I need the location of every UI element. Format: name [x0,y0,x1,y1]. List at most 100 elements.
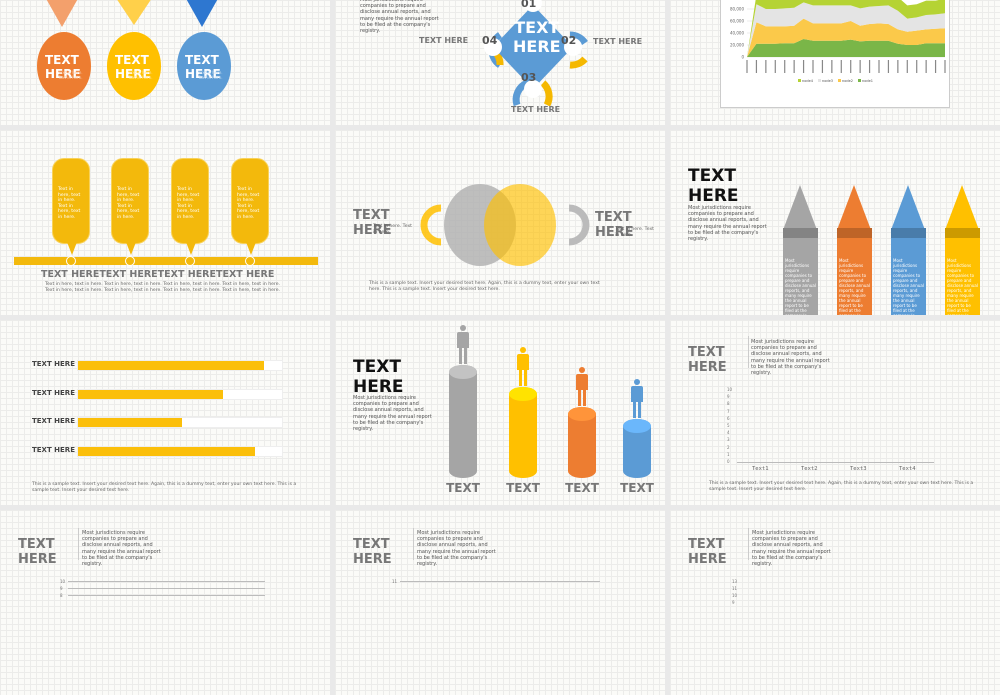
x-tick-label [878,60,880,73]
title: TEXT HERE [18,537,57,567]
x-tick-label [755,60,758,73]
x-tick-label [916,60,918,73]
label-right: TEXT HERE [593,37,643,46]
timeline-bubble: Text in here, text in here. Text in here… [171,158,209,255]
y-tick: 0 [727,459,730,464]
y-tick: 10 [727,387,733,392]
x-category: Text2 [801,466,818,472]
legend-swatch [798,79,801,82]
area-node3 [747,2,945,57]
circle-title-2: TEXT HERE [115,53,151,81]
y-tick: 5 [727,423,730,428]
area-node1 [747,39,945,57]
x-tick-label [765,60,767,73]
arc-03-blue [512,79,529,107]
y-tick: 7 [727,408,730,414]
arc-03-yellow [540,80,553,107]
slide-timeline[interactable]: Text in here, text in here. Text in here… [0,130,330,315]
x-tick-label [746,60,748,73]
x-tick-label [897,60,899,73]
timeline-desc: Text in here, text in here. Text in here… [45,282,281,293]
y-tick: 6 [727,415,730,421]
progress-label: TEXT HERE [32,417,75,425]
circle-text-1: Text in here. Text in here. [58,70,83,80]
y-tick: 11 [732,586,738,591]
slide-row4-3[interactable]: TEXT HERE Most jurisdictions require comp… [670,510,1000,695]
progress-label: TEXT HERE [32,360,75,368]
slide-area-chart[interactable]: 020,00040,00060,00080,000100,000120,000n… [670,0,1000,125]
slide-empty-chart[interactable]: TEXT HERE Most jurisdictions require comp… [670,320,1000,505]
person-icon [515,347,531,387]
y-tick-label: 0 [741,55,744,60]
legend-node1: node1 [862,79,873,83]
legend-node3: node3 [822,79,833,83]
area-chart: 020,00040,00060,00080,000100,000120,000n… [730,0,946,83]
y-tick: 9 [727,394,730,400]
x-tick-label [821,60,824,73]
person-icon [629,378,645,418]
slide-venn[interactable]: TEXT HERE Text in here. Text in here. TEX… [335,130,665,315]
bubble-text: Text in here, text in here. Text in here… [177,187,200,220]
gridline [400,581,600,582]
divider [748,528,749,560]
slide-cylinders[interactable]: TEXT HERE Most jurisdictions require comp… [335,320,665,505]
progress-bar [77,388,283,400]
timeline-dot [66,256,76,266]
timeline-dot [125,256,135,266]
gridline [68,588,265,589]
paragraph: Most jurisdictions require companies to … [353,395,432,433]
pencil-shape: Most jurisdictions require companies to … [891,185,926,315]
x-tick-label [774,60,776,73]
slide-row4-1[interactable]: TEXT HERE Most jurisdictions require comp… [0,510,330,695]
timeline-header-4: TEXT HERE [215,269,275,280]
x-tick-label [850,60,852,73]
yellow-circle [107,32,161,100]
yellow-circle [484,184,556,266]
progress-bar [77,445,283,457]
y-tick: 8 [60,593,63,598]
timeline-dot [245,256,255,266]
paragraph: Most jurisdictions require companies to … [752,530,831,568]
legend-node4: node4 [802,79,814,83]
cylinder [449,365,477,478]
legend-swatch [858,79,861,82]
person-icon [455,325,471,364]
cylinder [568,406,596,478]
title: TEXT HERE [688,537,727,567]
circle-title-1: TEXT HERE [45,53,81,81]
left-arc [420,204,442,246]
timeline-header-1: TEXT HERE [41,269,100,280]
y-tick-label: 40,000 [730,31,744,36]
y-tick: 13 [732,579,738,584]
timeline-header-3: TEXT HERE [157,269,216,280]
slide-circles[interactable]: TEXT HERE TEXT HERE TEXT HERE Text in here.… [0,0,330,125]
center-diamond [493,5,573,89]
y-tick-label: 20,000 [730,43,744,48]
title: TEXT HERE [353,537,392,567]
pencil-shape: Most jurisdictions require companies to … [837,185,872,315]
pencil-text: Most jurisdictions require companies to … [947,258,978,315]
legend-swatch [818,79,821,82]
cylinder [509,387,537,478]
bubble-text: Text in here, text in here. Text in here… [58,187,81,220]
x-category: Text4 [899,466,916,472]
venn-graphic [420,184,590,266]
divider [748,336,749,368]
bubble-text: Text in here, text in here. Text in here… [117,187,140,220]
x-tick-label [906,60,908,73]
slide-row4-2[interactable]: TEXT HERE Most jurisdictions require comp… [335,510,665,695]
paragraph: Most jurisdictions require companies to … [417,530,496,568]
cylinder-label: TEXT [620,481,654,495]
cylinder-label: TEXT [565,481,599,495]
progress-bar [77,360,283,371]
y-tick-label: 60,000 [730,19,744,24]
slide-progress[interactable]: TEXT HERE TEXT HERE TEXT HERE TEXT HERE Thi… [0,320,330,505]
number-03: 03 [521,71,537,84]
x-tick-label [831,60,833,73]
y-tick: 2 [727,444,730,450]
number-01: 01 [521,0,537,10]
slide-diamond[interactable]: Most jurisdictions require companies to … [335,0,665,125]
blue-circle [177,32,231,100]
slide-pencils[interactable]: TEXT HERE Most jurisdictions require comp… [670,130,1000,315]
y-tick: 10 [60,579,66,584]
